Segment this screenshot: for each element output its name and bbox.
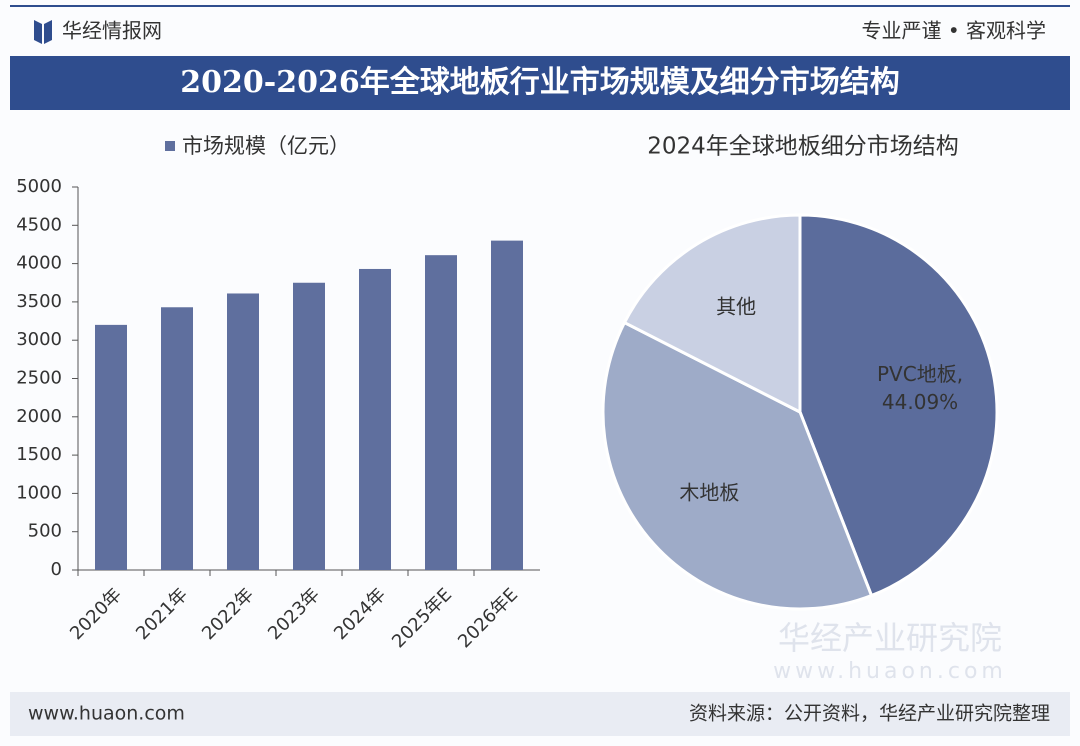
bar <box>293 282 325 570</box>
title-band <box>10 56 1070 110</box>
slogan: 专业严谨 • 客观科学 <box>861 19 1046 43</box>
y-tick-label: 1000 <box>16 482 62 503</box>
bar <box>491 240 523 570</box>
bar <box>425 255 457 570</box>
pie-title: 2024年全球地板细分市场结构 <box>647 134 959 160</box>
footer-band <box>10 692 1070 736</box>
watermark-url: www.huaon.com <box>773 659 1007 684</box>
y-tick-label: 2500 <box>16 368 62 389</box>
y-tick-label: 4000 <box>16 253 62 274</box>
slice-label: PVC地板, <box>877 362 963 386</box>
pie-slice <box>601 320 874 611</box>
slice-value-label: 44.09% <box>882 390 958 414</box>
charts: 0 500 1000 1500 2000 2500 3000 3500 4000 4500 5000… <box>16 134 999 652</box>
y-tick-label: 4500 <box>16 214 62 235</box>
brand: 华经情报网 <box>62 19 162 43</box>
logo <box>34 20 52 44</box>
pie-slice <box>798 213 999 598</box>
bar <box>95 324 127 570</box>
legend-label: 市场规模（亿元） <box>182 134 350 158</box>
y-tick-label: 3500 <box>16 291 62 312</box>
website: www.huaon.com <box>28 703 185 725</box>
y-tick-label: 5000 <box>16 176 62 197</box>
slice-label: 木地板 <box>679 480 739 504</box>
legend-swatch <box>165 141 175 151</box>
y-tick-label: 3000 <box>16 329 62 350</box>
pie-slice <box>622 213 802 415</box>
slice-label: 其他 <box>716 294 756 318</box>
watermark-name: 华经产业研究院 <box>778 619 1002 657</box>
y-tick-label: 0 <box>51 559 62 580</box>
bar <box>161 307 193 570</box>
source: 资料来源：公开资料，华经产业研究院整理 <box>689 703 1050 725</box>
bar <box>227 293 259 570</box>
bar <box>359 268 391 570</box>
title: 2020-2026年全球地板行业市场规模及细分市场结构 <box>180 65 899 100</box>
y-tick-label: 1500 <box>16 444 62 465</box>
y-tick-label: 500 <box>28 521 62 542</box>
y-tick-label: 2000 <box>16 406 62 427</box>
